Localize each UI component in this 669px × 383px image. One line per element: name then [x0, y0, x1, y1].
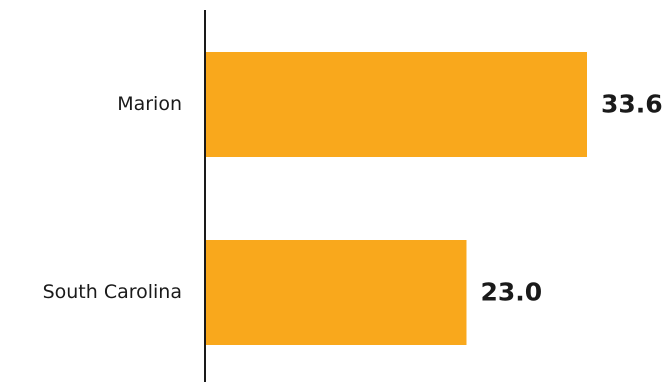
bar-south-carolina	[205, 240, 467, 345]
category-label: South Carolina	[43, 281, 182, 303]
value-label: 33.6	[601, 90, 663, 119]
bars-layer	[205, 52, 587, 345]
value-label: 23.0	[480, 278, 542, 307]
category-label: Marion	[117, 93, 182, 115]
labels-layer: Marion 33.6 South Carolina 23.0	[43, 90, 663, 307]
bar-marion	[205, 52, 587, 157]
